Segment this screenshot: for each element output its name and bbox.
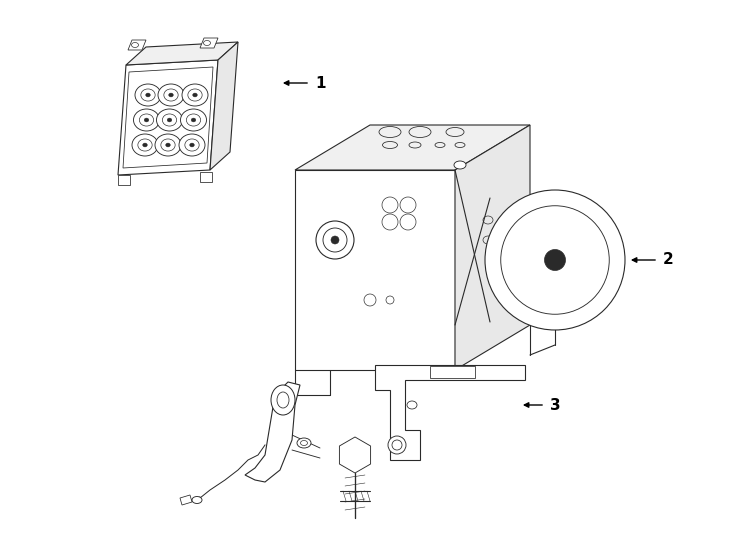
Ellipse shape xyxy=(407,401,417,409)
Ellipse shape xyxy=(146,93,150,97)
Polygon shape xyxy=(295,125,530,170)
Polygon shape xyxy=(123,67,213,168)
Ellipse shape xyxy=(192,496,202,503)
Polygon shape xyxy=(126,42,238,65)
Ellipse shape xyxy=(545,249,565,271)
Ellipse shape xyxy=(179,134,205,156)
Ellipse shape xyxy=(142,143,148,147)
Text: 3: 3 xyxy=(550,397,561,413)
Polygon shape xyxy=(375,365,525,460)
Ellipse shape xyxy=(155,134,181,156)
Ellipse shape xyxy=(169,93,173,97)
Polygon shape xyxy=(128,40,146,50)
Polygon shape xyxy=(200,172,212,182)
Polygon shape xyxy=(118,60,218,175)
Ellipse shape xyxy=(316,221,354,259)
Ellipse shape xyxy=(166,143,170,147)
Text: 1: 1 xyxy=(315,76,325,91)
Ellipse shape xyxy=(181,109,206,131)
Ellipse shape xyxy=(331,236,339,244)
Ellipse shape xyxy=(297,438,311,448)
Polygon shape xyxy=(295,170,455,370)
Ellipse shape xyxy=(454,161,466,169)
Polygon shape xyxy=(118,175,130,185)
Polygon shape xyxy=(455,125,530,370)
Polygon shape xyxy=(245,382,300,482)
Ellipse shape xyxy=(135,84,161,106)
Text: 2: 2 xyxy=(663,253,674,267)
Ellipse shape xyxy=(156,109,183,131)
Ellipse shape xyxy=(182,84,208,106)
Ellipse shape xyxy=(132,134,158,156)
Ellipse shape xyxy=(189,143,195,147)
Polygon shape xyxy=(200,38,218,48)
Ellipse shape xyxy=(388,436,406,454)
Polygon shape xyxy=(339,437,371,473)
Polygon shape xyxy=(210,42,238,170)
Ellipse shape xyxy=(144,118,149,122)
Polygon shape xyxy=(180,495,192,505)
Ellipse shape xyxy=(192,118,196,122)
Ellipse shape xyxy=(158,84,184,106)
Bar xyxy=(430,366,475,378)
Ellipse shape xyxy=(134,109,159,131)
Ellipse shape xyxy=(193,93,197,97)
Ellipse shape xyxy=(271,385,295,415)
Ellipse shape xyxy=(167,118,172,122)
Ellipse shape xyxy=(485,190,625,330)
